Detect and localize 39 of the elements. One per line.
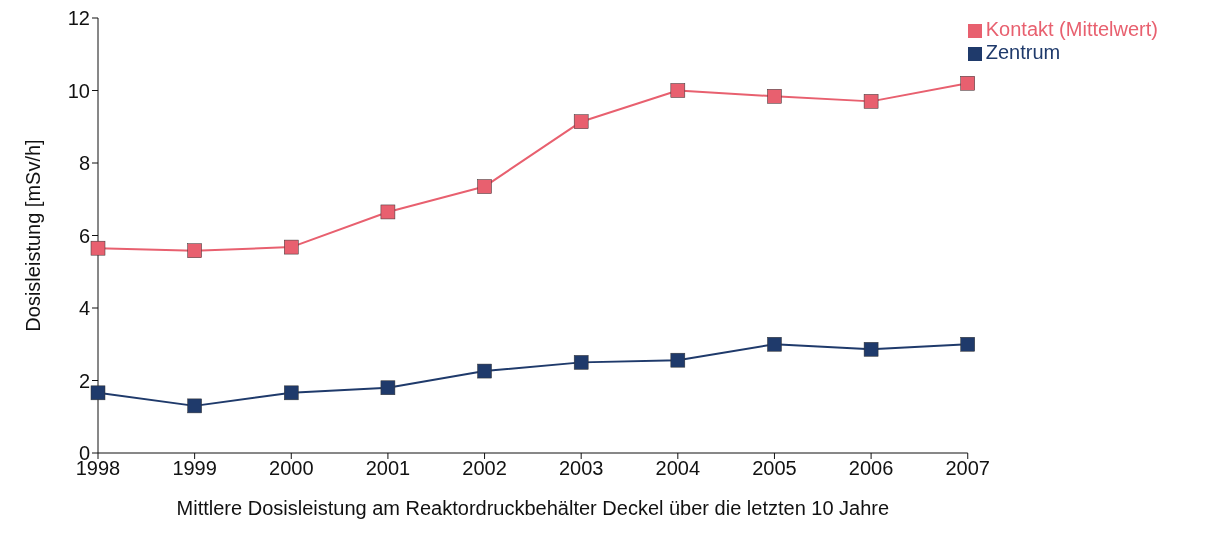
y-tick-label: 2	[78, 369, 90, 392]
point	[187, 243, 202, 258]
x-tick-label: 2003	[558, 457, 604, 480]
point	[767, 89, 782, 104]
point	[670, 352, 686, 368]
legend-label: Kontakt (Mittelwert)	[985, 18, 1158, 40]
y-tick-label: 12	[67, 7, 90, 30]
point	[573, 114, 589, 129]
y-tick-label: 6	[78, 224, 90, 247]
y-axis-title: Dosisleistung [mSv/h]	[22, 139, 45, 332]
point	[863, 342, 879, 357]
point	[284, 385, 299, 401]
point	[670, 83, 686, 98]
point	[863, 94, 879, 109]
x-tick-label: 2004	[655, 457, 701, 480]
point	[90, 240, 106, 256]
point	[477, 179, 492, 194]
point	[477, 363, 492, 379]
x-tick-label: 2006	[848, 457, 894, 480]
x-tick-label: 2002	[462, 457, 507, 480]
x-tick-label: 1999	[172, 457, 217, 480]
point	[960, 76, 975, 91]
x-tick-label: 2007	[945, 457, 990, 480]
point	[284, 239, 299, 255]
x-tick-label: 2005	[752, 457, 797, 480]
point	[187, 398, 202, 414]
point	[380, 204, 396, 220]
point	[960, 337, 975, 352]
y-tick-label: 10	[67, 79, 90, 102]
point	[380, 380, 396, 395]
x-tick-label: 2001	[365, 457, 411, 480]
point	[90, 385, 106, 401]
point	[767, 337, 782, 352]
y-tick-label: 8	[78, 152, 90, 175]
x-tick-label: 2000	[269, 457, 314, 480]
y-tick-label: 4	[78, 297, 90, 320]
point	[573, 355, 589, 370]
x-axis-title: Mittlere Dosisleistung am Reaktordruckbehälter Deckel über die letzten 10 Jahre	[176, 497, 890, 519]
legend-label: Zentrum	[985, 41, 1061, 63]
